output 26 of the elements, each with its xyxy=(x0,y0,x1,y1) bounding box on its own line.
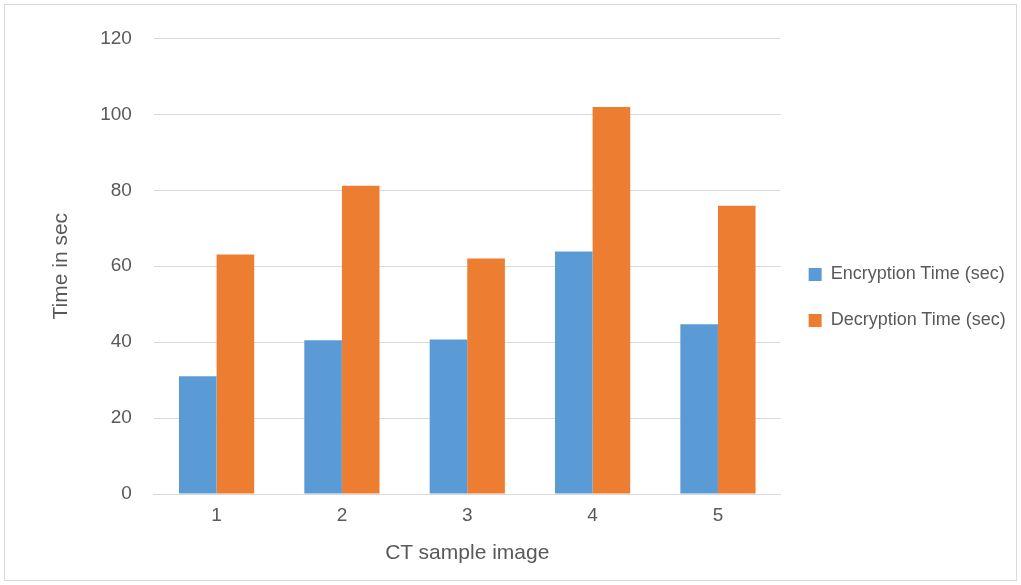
legend-label: Decryption Time (sec) xyxy=(830,309,1006,330)
y-axis-title: Time in sec xyxy=(48,212,72,320)
bar xyxy=(178,376,217,494)
x-tick-label: 2 xyxy=(336,503,348,525)
y-tick-label: 60 xyxy=(110,254,132,276)
x-tick-label: 3 xyxy=(461,503,473,525)
x-axis-title: CT sample image xyxy=(385,540,550,564)
bar xyxy=(717,205,756,494)
bar xyxy=(592,107,631,494)
bar xyxy=(467,258,505,494)
legend-label: Encryption Time (sec) xyxy=(830,263,1005,284)
bar xyxy=(341,185,380,494)
y-tick-label: 0 xyxy=(121,482,132,504)
y-tick-label: 20 xyxy=(110,406,132,428)
x-tick-label: 4 xyxy=(587,503,599,525)
bar xyxy=(429,339,468,494)
y-tick-label: 100 xyxy=(100,102,132,124)
y-tick-label: 120 xyxy=(100,26,132,48)
bar xyxy=(555,251,593,494)
bar xyxy=(216,254,255,494)
x-tick-label: 5 xyxy=(712,503,724,525)
y-tick-label: 80 xyxy=(110,178,132,200)
x-tick-label: 1 xyxy=(211,503,222,525)
bar xyxy=(304,340,342,494)
bar xyxy=(680,324,718,494)
y-tick-label: 40 xyxy=(110,330,132,352)
